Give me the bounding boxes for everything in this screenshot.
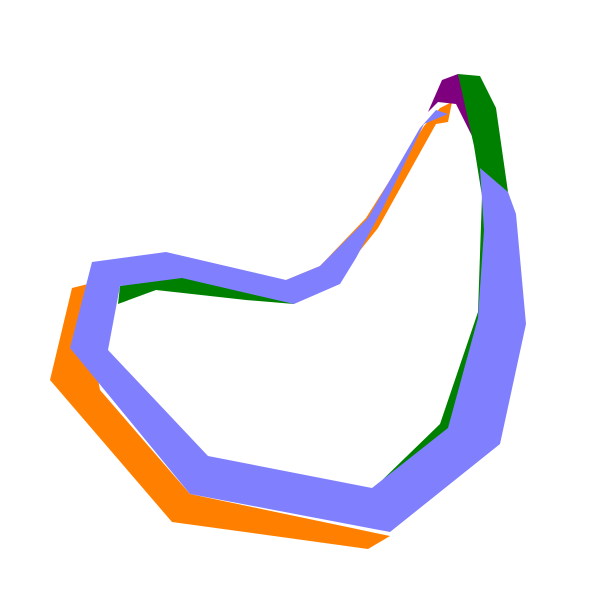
green-band-left xyxy=(118,276,296,304)
purple-band xyxy=(428,74,476,144)
orange-band-upper xyxy=(286,102,452,290)
